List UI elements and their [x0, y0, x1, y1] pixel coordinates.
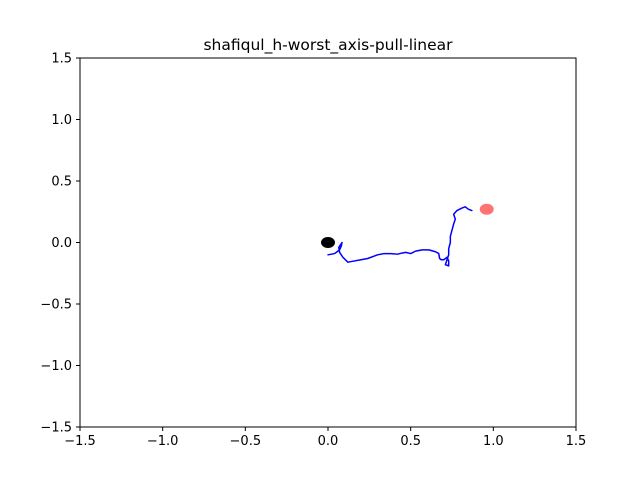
marker-point-0	[321, 237, 335, 248]
x-tick-label: −1.5	[64, 434, 96, 449]
y-tick-label: 0.5	[51, 175, 72, 190]
y-tick-label: 1.5	[51, 52, 72, 67]
chart-title: shafiqul_h-worst_axis-pull-linear	[203, 36, 453, 55]
x-tick-label: 0.0	[318, 434, 339, 449]
y-tick-label: 0.0	[51, 236, 72, 251]
y-tick-label: −1.0	[40, 359, 72, 374]
x-tick-label: −0.5	[230, 434, 262, 449]
series-line-0	[327, 206, 473, 267]
y-axis: −1.5 −1.0 −0.5 0.0 0.5 1.0 1.5	[40, 52, 80, 436]
y-tick-label: −0.5	[40, 298, 72, 313]
x-tick-label: 1.5	[566, 434, 587, 449]
marker-point-1	[479, 203, 494, 215]
y-tick-label: 1.0	[51, 113, 72, 128]
x-tick-label: 1.0	[483, 434, 504, 449]
x-axis: −1.5 −1.0 −0.5 0.0 0.5 1.0 1.5	[64, 427, 586, 449]
y-tick-label: −1.5	[40, 421, 72, 436]
x-tick-label: −1.0	[147, 434, 179, 449]
x-tick-label: 0.5	[400, 434, 421, 449]
